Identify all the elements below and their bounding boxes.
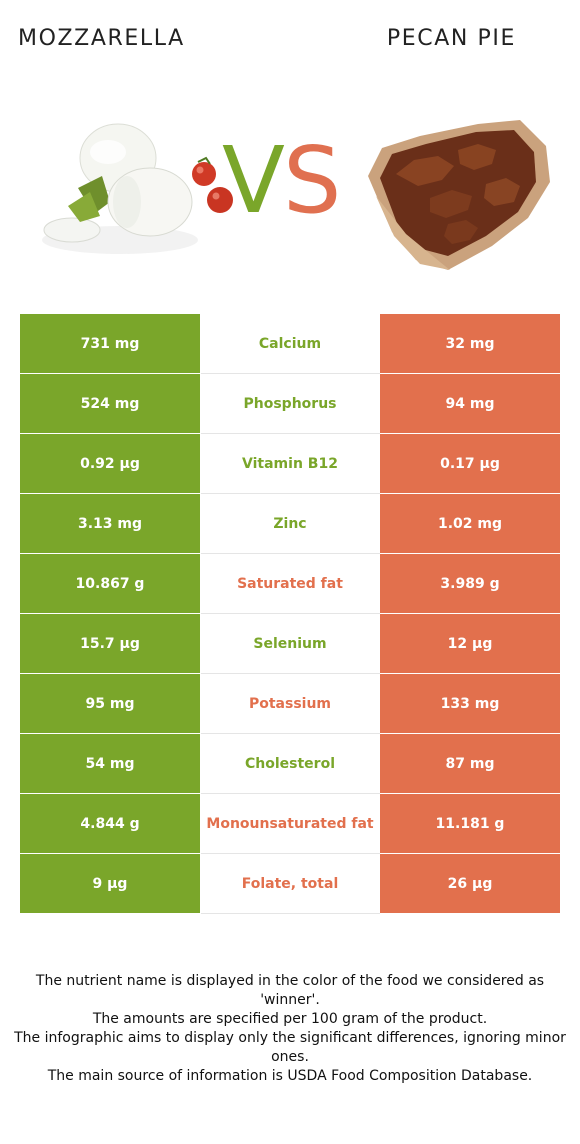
table-row: 731 mg Calcium 32 mg bbox=[20, 314, 560, 374]
nutrient-name: Zinc bbox=[200, 493, 380, 554]
left-value: 9 µg bbox=[20, 853, 201, 914]
right-value: 87 mg bbox=[379, 733, 560, 794]
nutrient-name: Folate, total bbox=[200, 853, 380, 914]
table-row: 10.867 g Saturated fat 3.989 g bbox=[20, 553, 560, 614]
right-value: 12 µg bbox=[379, 613, 560, 674]
comparison-table: 731 mg Calcium 32 mg 524 mg Phosphorus 9… bbox=[20, 314, 560, 914]
hero-illustration bbox=[42, 120, 550, 270]
table-row: 3.13 mg Zinc 1.02 mg bbox=[20, 493, 560, 554]
footnote: The nutrient name is displayed in the co… bbox=[14, 972, 566, 1086]
vs-s-letter: S bbox=[282, 127, 341, 234]
right-value: 26 µg bbox=[379, 853, 560, 914]
footnote-line: The nutrient name is displayed in the co… bbox=[35, 973, 545, 1008]
right-value: 3.989 g bbox=[379, 553, 560, 614]
left-value: 95 mg bbox=[20, 673, 201, 734]
left-food-title: MOZZARELLA bbox=[18, 26, 185, 51]
right-value: 0.17 µg bbox=[379, 433, 560, 494]
mozzarella-image bbox=[42, 123, 233, 254]
table-row: 15.7 µg Selenium 12 µg bbox=[20, 613, 560, 674]
table-row: 524 mg Phosphorus 94 mg bbox=[20, 373, 560, 434]
nutrient-name: Calcium bbox=[200, 314, 380, 374]
nutrient-name: Monounsaturated fat bbox=[200, 793, 380, 854]
left-value: 524 mg bbox=[20, 373, 201, 434]
right-value: 133 mg bbox=[379, 673, 560, 734]
right-value: 94 mg bbox=[379, 373, 560, 434]
table-row: 0.92 µg Vitamin B12 0.17 µg bbox=[20, 433, 560, 494]
nutrient-name: Saturated fat bbox=[200, 553, 380, 614]
left-value: 15.7 µg bbox=[20, 613, 201, 674]
table-row: 95 mg Potassium 133 mg bbox=[20, 673, 560, 734]
footnote-line: The amounts are specified per 100 gram o… bbox=[92, 1011, 488, 1027]
left-value: 3.13 mg bbox=[20, 493, 201, 554]
footnote-line: The infographic aims to display only the… bbox=[14, 1030, 566, 1065]
footnote-line: The main source of information is USDA F… bbox=[47, 1068, 533, 1084]
nutrient-name: Potassium bbox=[200, 673, 380, 734]
nutrient-name: Cholesterol bbox=[200, 733, 380, 794]
table-row: 54 mg Cholesterol 87 mg bbox=[20, 733, 560, 794]
nutrient-name: Selenium bbox=[200, 613, 380, 674]
table-row: 4.844 g Monounsaturated fat 11.181 g bbox=[20, 793, 560, 854]
table-row: 9 µg Folate, total 26 µg bbox=[20, 853, 560, 914]
left-value: 54 mg bbox=[20, 733, 201, 794]
nutrient-name: Vitamin B12 bbox=[200, 433, 380, 494]
pecan-pie-image bbox=[368, 120, 550, 270]
left-value: 0.92 µg bbox=[20, 433, 201, 494]
right-value: 11.181 g bbox=[379, 793, 560, 854]
vs-label: VS bbox=[222, 135, 341, 227]
nutrient-name: Phosphorus bbox=[200, 373, 380, 434]
left-value: 731 mg bbox=[20, 314, 201, 374]
right-value: 1.02 mg bbox=[379, 493, 560, 554]
left-value: 10.867 g bbox=[20, 553, 201, 614]
vs-v-letter: V bbox=[222, 127, 285, 234]
right-value: 32 mg bbox=[379, 314, 560, 374]
left-value: 4.844 g bbox=[20, 793, 201, 854]
right-food-title: PECAN PIE bbox=[386, 26, 516, 51]
